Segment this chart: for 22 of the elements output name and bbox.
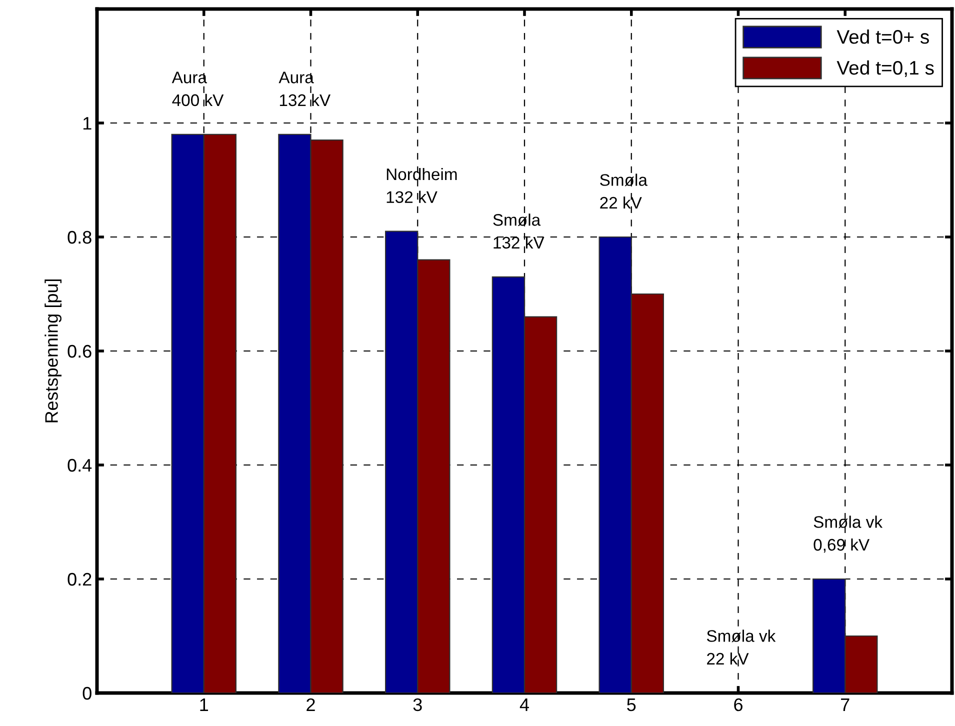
legend-label: Ved t=0+ s [836,30,929,44]
annotation: Smøla 132 kV [493,214,544,249]
x-tick-label: 6 [734,698,742,712]
y-tick-label: 0.6 [68,344,92,358]
x-tick-label: 1 [200,698,208,711]
x-tick-label: 3 [413,698,422,712]
legend-label: Ved t=0,1 s [836,60,934,78]
y-tick-label: 0.4 [68,458,92,472]
y-tick-label: 0 [82,686,92,700]
x-tick-label: 7 [841,698,850,711]
annotation: Nordheim 132 kV [386,168,457,204]
y-tick-label: 1 [83,117,92,130]
annotation: Aura 132 kV [278,72,331,106]
x-tick-label: 2 [306,698,315,711]
annotation: Smøla vk 0,69 kV [814,516,883,553]
annotation: Aura 400 kV [172,72,224,106]
annotation: Smøla 22 kV [600,174,648,209]
y-axis-title: Restspenning [pu] [44,280,62,422]
x-tick-label: 5 [627,698,636,712]
y-tick-label: 0.2 [68,572,92,586]
x-tick-label: 4 [520,698,529,711]
y-tick-label: 0.8 [68,230,92,244]
